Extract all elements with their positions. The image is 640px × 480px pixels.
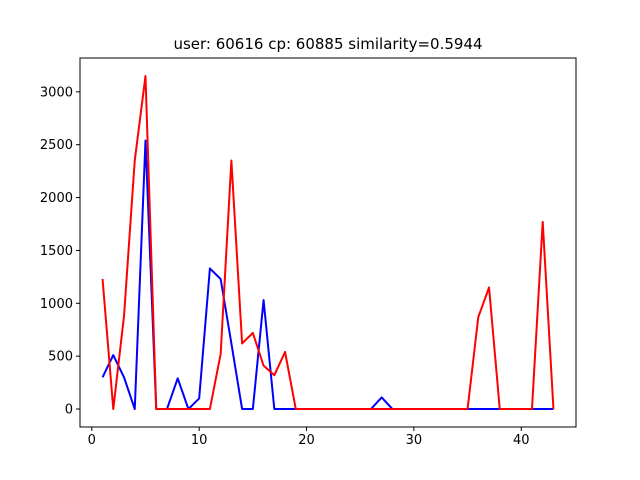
y-tick-label: 2000 [40,191,73,206]
y-tick-label: 1500 [40,244,73,259]
y-tick-label: 1000 [40,297,73,312]
chart-title: user: 60616 cp: 60885 similarity=0.5944 [173,35,482,53]
x-tick-label: 30 [406,433,423,448]
y-tick-label: 2500 [40,138,73,153]
x-tick-label: 20 [298,433,315,448]
y-tick-label: 3000 [40,85,73,100]
axes-frame [79,57,577,428]
y-tick-label: 0 [65,403,73,418]
y-tick-label: 500 [48,350,73,365]
x-tick-label: 0 [88,433,96,448]
x-tick-label: 40 [513,433,530,448]
series-line-2 [101,74,555,411]
x-tick-label: 10 [191,433,208,448]
plot-area: 0 10 20 30 40 0 500 1000 1500 2000 2500 3000 [40,57,577,448]
